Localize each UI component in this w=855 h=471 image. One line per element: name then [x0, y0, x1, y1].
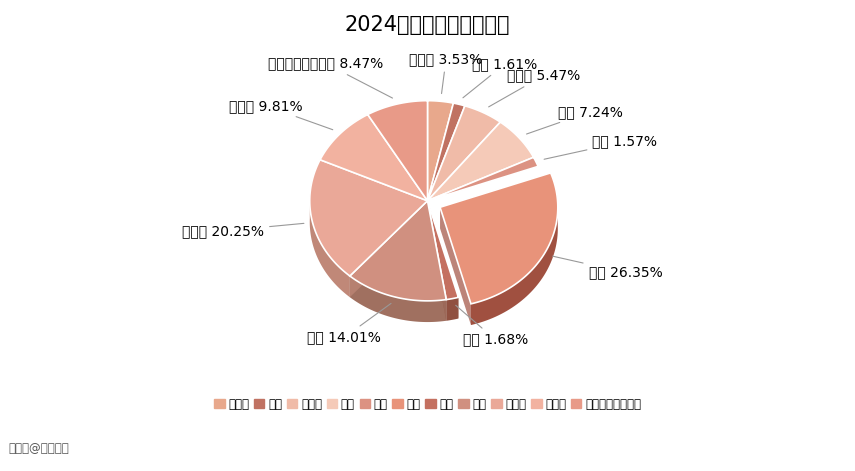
- Title: 2024各专业大类人数占比: 2024各专业大类人数占比: [345, 15, 510, 35]
- Text: 艺术学 9.81%: 艺术学 9.81%: [229, 99, 333, 130]
- Polygon shape: [446, 297, 458, 321]
- Text: 文学 7.24%: 文学 7.24%: [527, 105, 622, 134]
- Polygon shape: [320, 114, 428, 201]
- Text: 理学 1.57%: 理学 1.57%: [544, 135, 657, 159]
- Polygon shape: [310, 197, 350, 297]
- Text: 医学 14.01%: 医学 14.01%: [307, 303, 391, 344]
- Polygon shape: [428, 106, 500, 201]
- Polygon shape: [428, 201, 458, 300]
- Polygon shape: [440, 173, 557, 304]
- Text: 管理学 20.25%: 管理学 20.25%: [182, 223, 304, 238]
- Legend: 经济学, 法学, 教育学, 文学, 理学, 工学, 农学, 医学, 管理学, 艺术学, 本科层次职业学校: 经济学, 法学, 教育学, 文学, 理学, 工学, 农学, 医学, 管理学, 艺…: [209, 393, 646, 415]
- Polygon shape: [428, 101, 453, 201]
- Polygon shape: [428, 201, 458, 318]
- Polygon shape: [428, 201, 446, 321]
- Polygon shape: [350, 276, 446, 322]
- Text: 搜狐号@阿库升本: 搜狐号@阿库升本: [9, 442, 69, 455]
- Text: 工学 26.35%: 工学 26.35%: [552, 256, 663, 280]
- Polygon shape: [368, 101, 428, 201]
- Polygon shape: [350, 201, 428, 297]
- Polygon shape: [428, 122, 534, 201]
- Text: 农学 1.68%: 农学 1.68%: [456, 305, 528, 347]
- Polygon shape: [428, 201, 446, 321]
- Text: 经济学 3.53%: 经济学 3.53%: [410, 52, 482, 94]
- Polygon shape: [310, 160, 428, 276]
- Text: 本科层次职业学校 8.47%: 本科层次职业学校 8.47%: [268, 57, 392, 98]
- Polygon shape: [428, 103, 465, 201]
- Polygon shape: [350, 201, 446, 301]
- Text: 法学 1.61%: 法学 1.61%: [463, 57, 538, 98]
- Text: 教育学 5.47%: 教育学 5.47%: [489, 69, 581, 107]
- Polygon shape: [428, 157, 538, 201]
- Polygon shape: [350, 201, 428, 297]
- Polygon shape: [471, 203, 557, 325]
- Polygon shape: [440, 207, 471, 325]
